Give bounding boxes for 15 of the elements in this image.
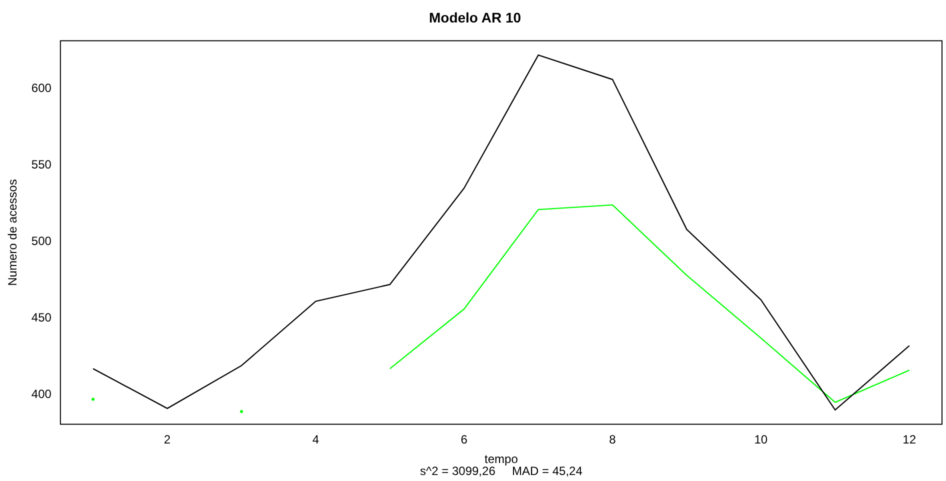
y-tick-label: 400 [31, 386, 52, 401]
x-tick-label: 2 [164, 432, 171, 447]
x-tick-label: 10 [754, 432, 768, 447]
y-tick-label: 550 [31, 157, 52, 172]
x-tick-label: 4 [312, 432, 320, 447]
y-tick-label: 600 [31, 81, 52, 95]
x-axis-title: tempo [484, 452, 518, 466]
x-tick-label: 6 [460, 432, 468, 447]
y-axis-title: Numero de acessos [6, 179, 20, 286]
y-tick-label: 450 [31, 310, 52, 324]
text: s^2 = 3099,26 MAD = 45,24 [420, 464, 583, 478]
x-tick-label: 8 [609, 432, 616, 447]
chart-title: Modelo AR 10 [428, 9, 522, 26]
y-tick-label: 500 [31, 234, 52, 248]
x-tick-label: 12 [902, 432, 916, 447]
